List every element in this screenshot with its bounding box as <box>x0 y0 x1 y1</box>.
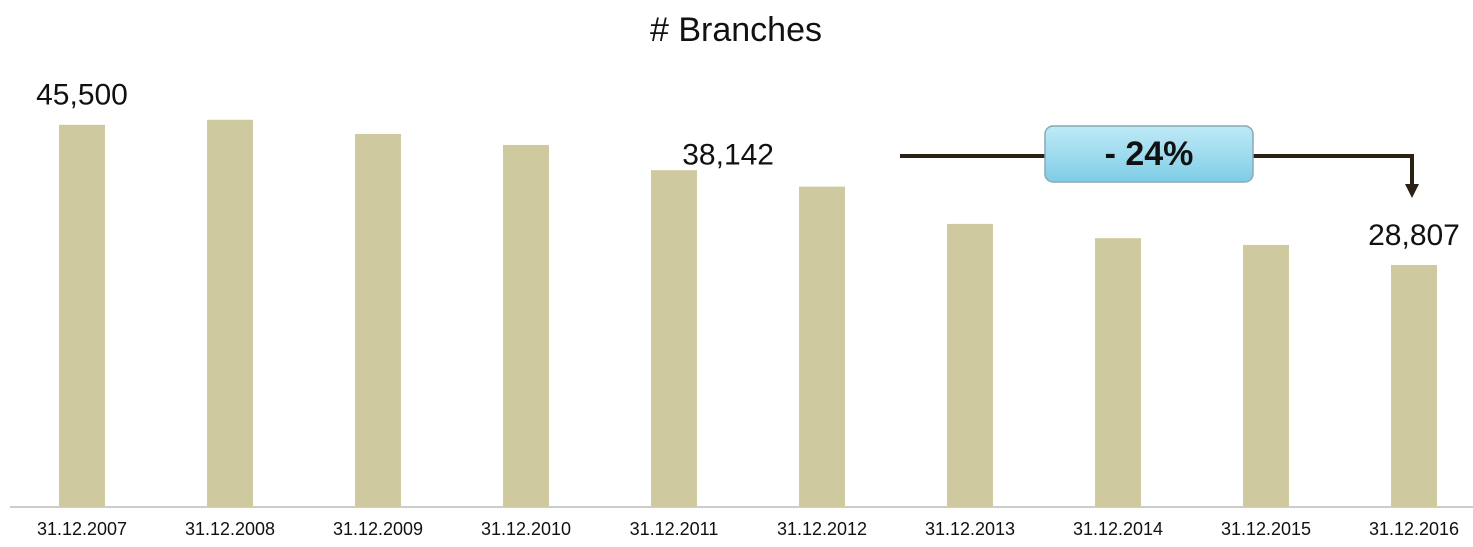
x-tick-label: 31.12.2010 <box>481 519 571 539</box>
x-tick-label: 31.12.2013 <box>925 519 1015 539</box>
x-tick-label: 31.12.2015 <box>1221 519 1311 539</box>
x-tick-label: 31.12.2008 <box>185 519 275 539</box>
data-label: 45,500 <box>36 79 128 112</box>
x-tick-label: 31.12.2012 <box>777 519 867 539</box>
bar <box>59 124 105 508</box>
bar <box>207 119 253 507</box>
x-tick-label: 31.12.2014 <box>1073 519 1163 539</box>
bar <box>1243 244 1289 508</box>
x-tick-label: 31.12.2011 <box>630 519 719 539</box>
bar <box>355 134 401 508</box>
change-connector <box>900 125 1419 198</box>
x-tick-label: 31.12.2016 <box>1369 519 1459 539</box>
bar <box>1095 238 1141 507</box>
x-tick-label: 31.12.2007 <box>37 519 127 539</box>
data-label: 28,807 <box>1368 219 1460 252</box>
chart-title: # Branches <box>650 11 822 49</box>
bar <box>947 223 993 508</box>
x-tick-label: 31.12.2009 <box>333 519 423 539</box>
bar <box>651 170 697 507</box>
change-annotation: - 24% <box>1105 135 1194 173</box>
bar <box>1391 265 1437 507</box>
bar <box>799 186 845 508</box>
data-label: 38,142 <box>682 139 774 172</box>
bar <box>503 144 549 507</box>
